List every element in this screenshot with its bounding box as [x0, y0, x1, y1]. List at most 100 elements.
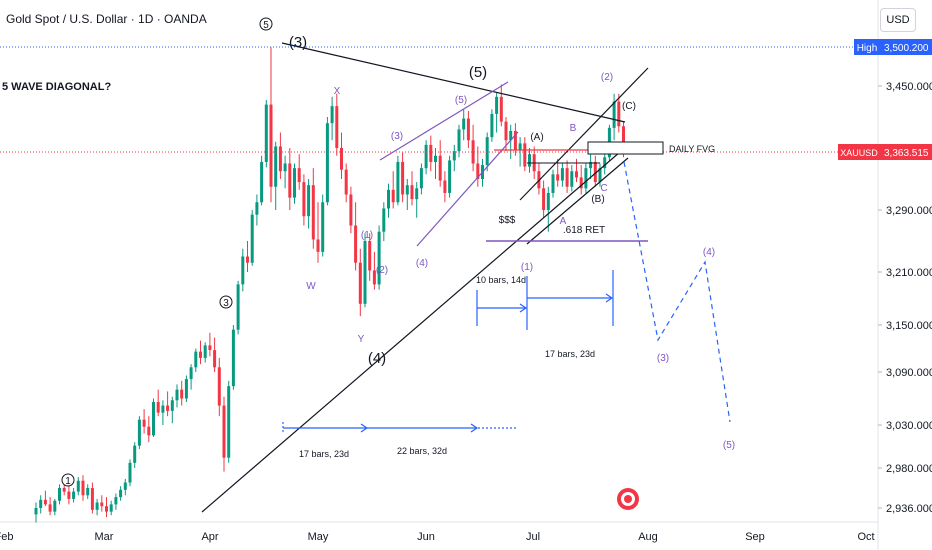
candle-body: [391, 189, 395, 203]
candle-body: [189, 367, 193, 380]
subwave-label-4: (4): [416, 258, 428, 269]
wedge-upper-line[interactable]: [379, 81, 509, 161]
candle: [264, 99, 268, 168]
channel-upper-line[interactable]: [519, 67, 649, 201]
candle-body: [236, 284, 240, 330]
candle: [307, 179, 311, 229]
candle: [194, 348, 198, 372]
price-axis[interactable]: 3,450.000 3,290.000 3,210.000 3,150.000 3,09…: [878, 81, 932, 515]
candle: [509, 124, 513, 159]
wave-c-label: (C): [622, 101, 636, 112]
candle-body: [39, 499, 43, 508]
wave-circle-3: [219, 295, 233, 309]
price-tick-label: 2,980.000: [886, 463, 932, 475]
wave-c-letter: C: [600, 183, 607, 194]
candle-body: [466, 118, 470, 141]
range-measures[interactable]: [282, 270, 614, 434]
candle-body: [260, 161, 264, 203]
candle-body: [311, 185, 315, 240]
candle-body: [288, 163, 292, 198]
candle-body: [448, 160, 452, 193]
subwave-label-1: (1): [361, 230, 373, 241]
candle-body: [321, 202, 325, 252]
candle: [81, 475, 85, 501]
candle: [542, 180, 546, 218]
candle-body: [307, 185, 311, 217]
candle-body: [302, 182, 306, 217]
candle: [518, 137, 522, 167]
liquidity-label: $$$: [499, 215, 516, 226]
candle: [476, 146, 480, 187]
candle: [302, 174, 306, 226]
upper-trendline[interactable]: [281, 42, 626, 123]
candle: [208, 332, 212, 357]
candle-body: [598, 168, 602, 183]
candle-body: [575, 171, 578, 178]
candle-body: [48, 504, 52, 512]
candle-body: [504, 121, 508, 141]
candle: [170, 396, 174, 424]
projection-label-4: (4): [703, 247, 715, 258]
candle: [617, 93, 621, 133]
subwave-label-2b: (2): [601, 72, 613, 83]
candle: [278, 132, 282, 179]
channel-lower-line[interactable]: [526, 157, 629, 245]
wave-y-label: Y: [358, 334, 365, 345]
candle: [90, 482, 94, 514]
time-axis[interactable]: Feb Mar Apr May Jun Jul Aug Sep Oct: [0, 531, 875, 543]
candle-body: [184, 379, 188, 399]
economic-event-icon[interactable]: [617, 488, 639, 510]
candle: [382, 202, 386, 241]
wave-a-letter: A: [560, 216, 567, 227]
candle-body: [222, 405, 226, 458]
candle: [405, 179, 409, 210]
candle: [67, 486, 71, 505]
fvg-box[interactable]: [587, 141, 664, 155]
price-tick-label: 3,210.000: [886, 267, 932, 279]
candle: [109, 500, 113, 516]
candle-body: [452, 151, 456, 161]
candle: [528, 148, 531, 173]
candles: [34, 47, 625, 523]
candle: [86, 484, 90, 499]
candle-body: [415, 188, 419, 200]
candle-body: [316, 239, 320, 252]
candle-body: [551, 174, 555, 193]
candle: [424, 140, 428, 175]
candle: [523, 137, 527, 172]
time-tick-label: Aug: [638, 531, 658, 543]
candle: [448, 155, 452, 198]
candle: [565, 160, 569, 193]
candle: [147, 416, 151, 443]
candle: [391, 171, 395, 209]
subwave-label-5: (5): [455, 95, 467, 106]
range-label-22bars: 22 bars, 32d: [397, 446, 447, 456]
candle-body: [490, 113, 494, 138]
lower-trendline[interactable]: [201, 151, 621, 513]
candle: [316, 202, 320, 263]
candle-body: [513, 130, 517, 150]
candle-body: [434, 155, 437, 162]
wedge-lower-line[interactable]: [416, 131, 519, 247]
candle: [260, 155, 264, 206]
candle: [137, 416, 141, 450]
candle-body: [105, 506, 108, 512]
candle: [354, 202, 358, 271]
range-label-17bars-b: 17 bars, 23d: [299, 449, 349, 459]
candle: [43, 490, 47, 507]
candle: [236, 280, 240, 335]
price-tick-label: 3,090.000: [886, 367, 932, 379]
candle-body: [340, 148, 343, 170]
currency-button[interactable]: USD: [880, 8, 916, 32]
candle-body: [58, 488, 61, 501]
subwave-label-2: (2): [376, 265, 388, 276]
projection-path[interactable]: [623, 161, 731, 423]
candle-body: [612, 101, 616, 128]
candle-body: [358, 262, 362, 304]
candle: [410, 171, 414, 206]
price-tick-label: 3,450.000: [886, 81, 932, 93]
candle: [58, 484, 61, 505]
candle-body: [546, 192, 550, 210]
